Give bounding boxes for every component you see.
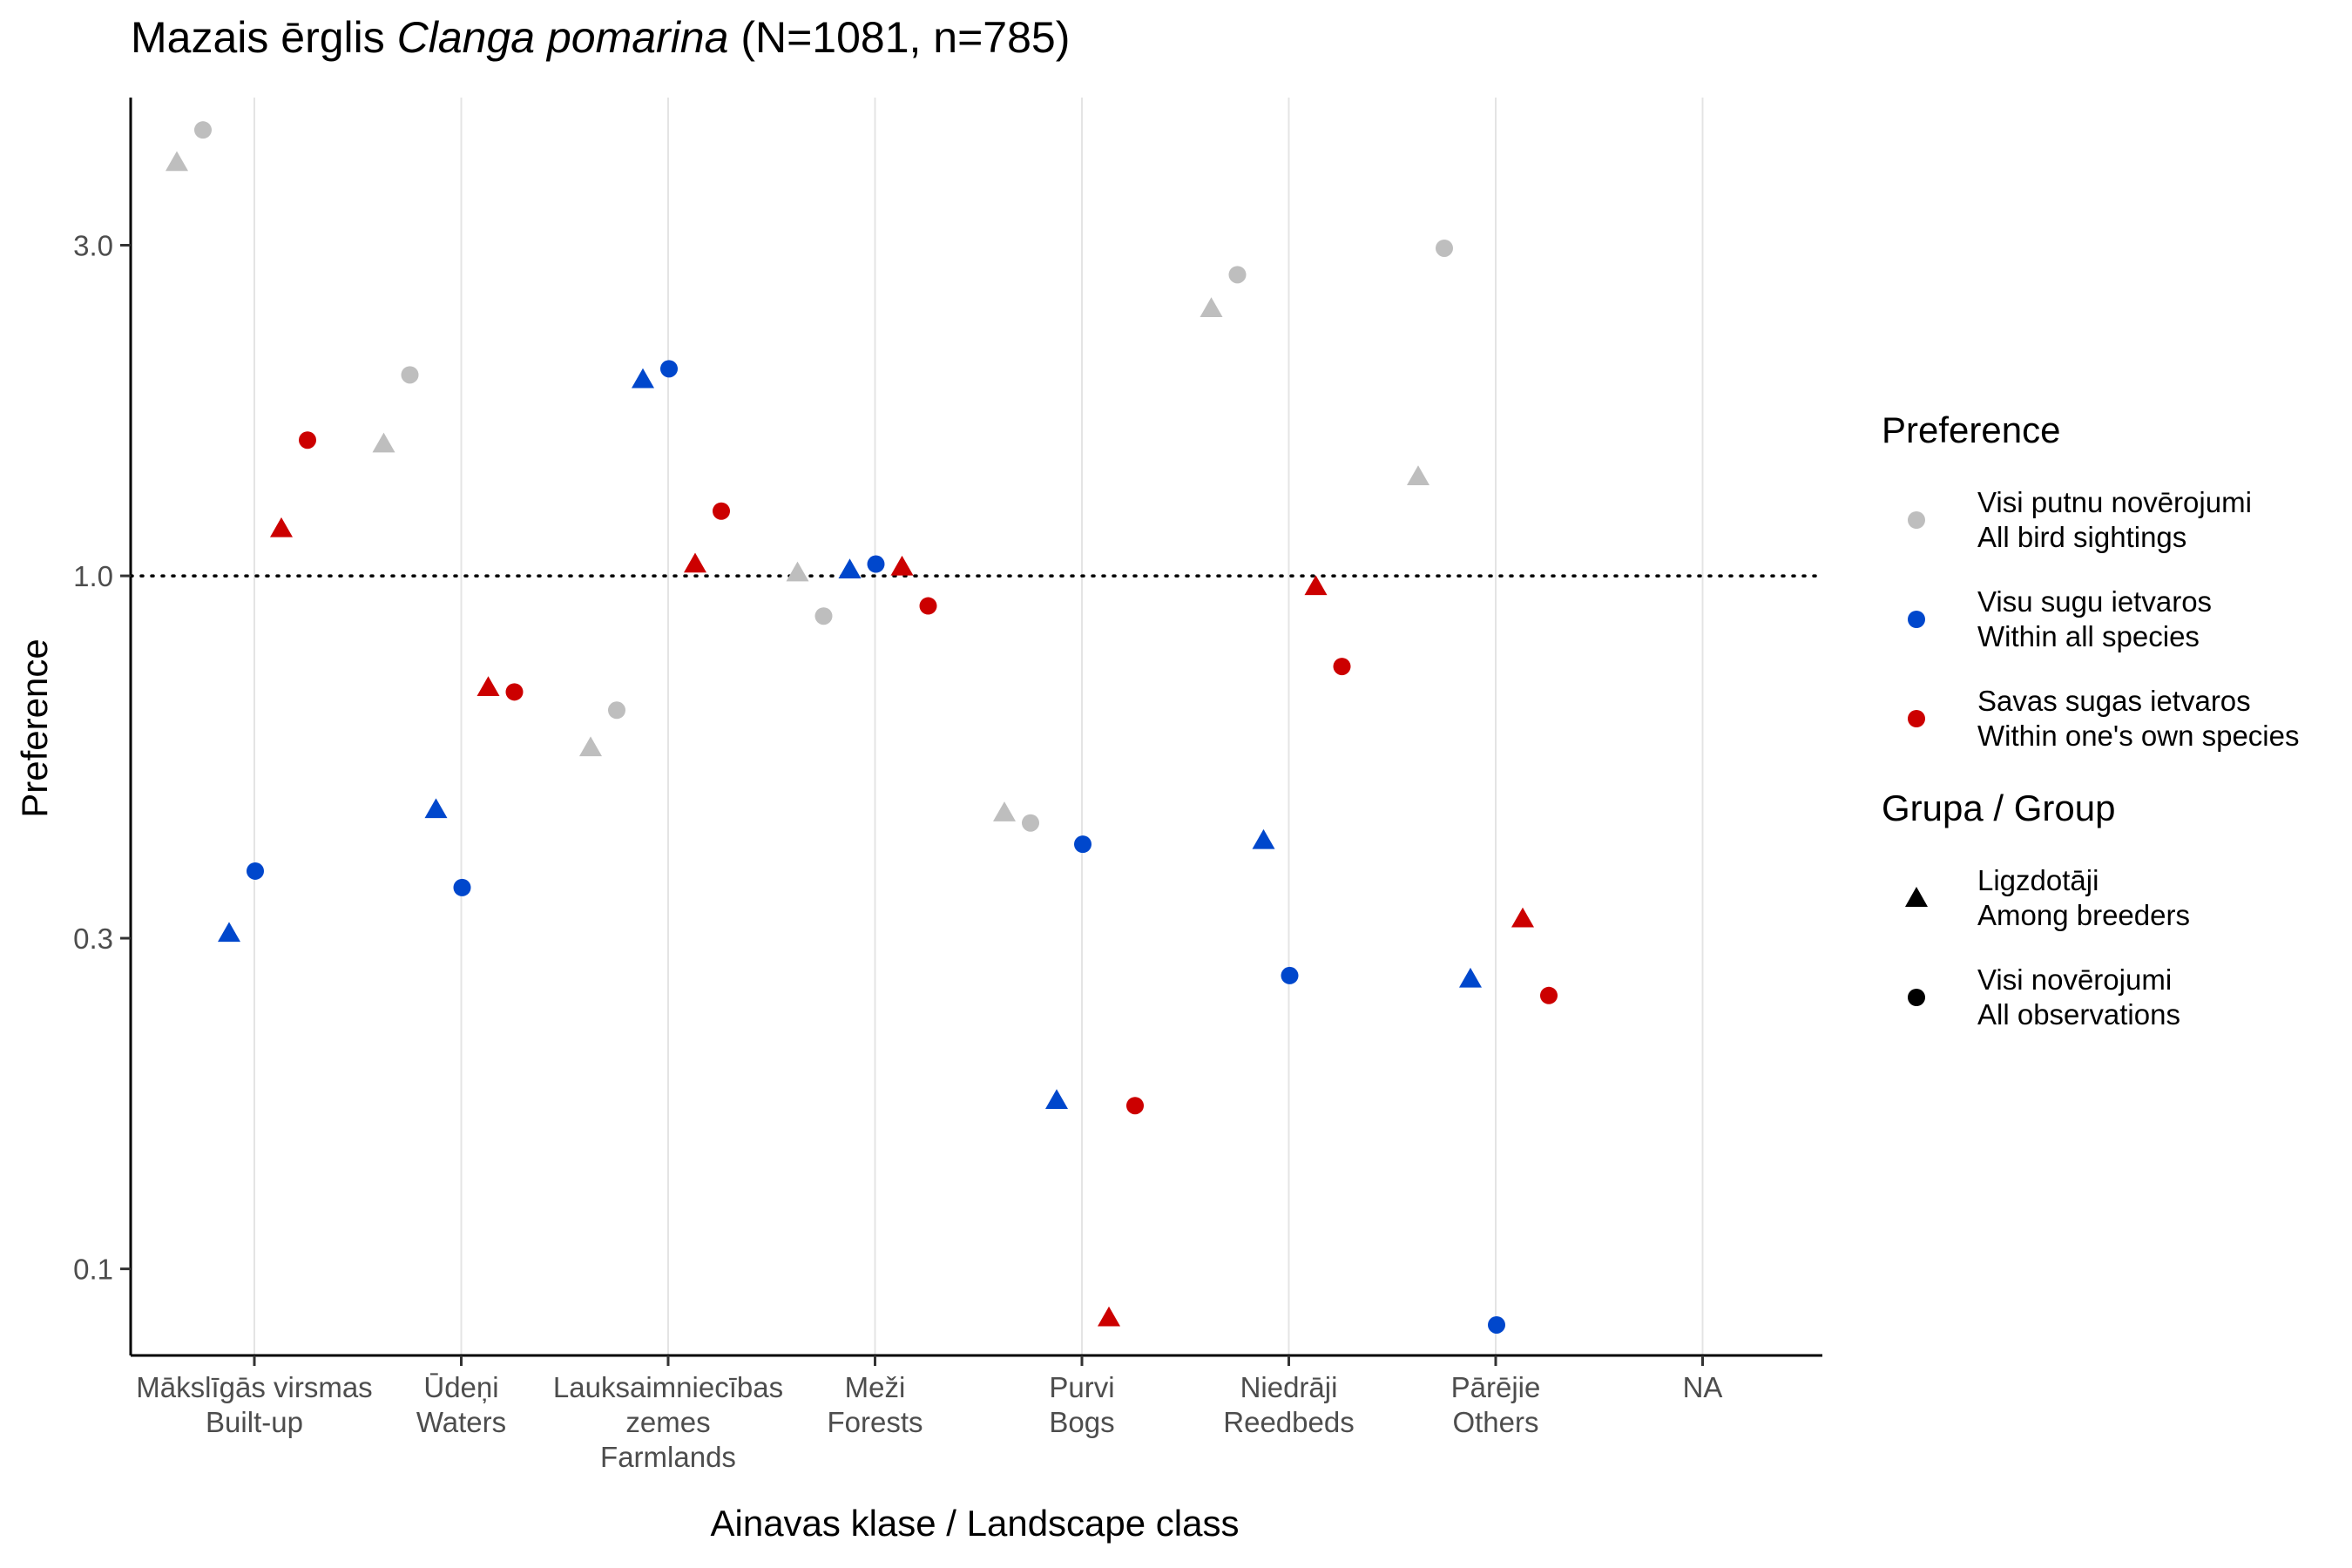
point-triangle-within_own_species <box>1098 1306 1120 1327</box>
point-triangle-within_all_species <box>1459 967 1482 988</box>
point-circle-within_own_species <box>919 597 937 615</box>
chart-title: Mazais ērglis Clanga pomarina (N=1081, n… <box>131 13 1071 62</box>
point-triangle-within_own_species <box>270 517 293 537</box>
x-tick-label: Lauksaimniecības zemes Farmlands <box>553 1371 783 1473</box>
x-axis-ticks: Mākslīgās virsmas Built-up Ūdeņi Waters Lauk… <box>136 1355 1722 1473</box>
point-triangle-all_bird_sightings <box>1407 465 1429 486</box>
point-triangle-within_all_species <box>218 922 240 943</box>
point-circle-within_all_species <box>453 878 471 896</box>
point-circle-within_own_species <box>1540 986 1558 1004</box>
legend-preference-items: Visi putnu novērojumi All bird sightings V… <box>1882 470 2335 768</box>
x-tick-label-line: Forests <box>827 1406 923 1438</box>
point-circle-all_bird_sightings <box>1022 814 1039 832</box>
x-tick-label-line: Built-up <box>206 1406 303 1438</box>
point-triangle-all_bird_sightings <box>1200 297 1223 318</box>
legend-item-breeders-key <box>1882 863 1951 933</box>
point-triangle-all_bird_sightings <box>579 736 602 757</box>
x-tick-label: Purvi Bogs <box>1049 1371 1114 1438</box>
point-circle-all_bird_sightings <box>1436 239 1453 257</box>
x-tick-label: Ūdeņi Waters <box>416 1371 506 1438</box>
legend-item-breeders: Ligzdotāji Among breeders <box>1882 848 2335 948</box>
x-axis-title: Ainavas klase / Landscape class <box>710 1503 1240 1544</box>
y-tick-label: 1.0 <box>73 560 113 592</box>
point-triangle-all_bird_sightings <box>786 561 809 582</box>
point-circle-all_bird_sightings <box>1228 266 1247 284</box>
x-tick-label-line: Bogs <box>1049 1406 1114 1438</box>
x-tick-label-line: Ūdeņi <box>423 1371 498 1403</box>
point-triangle-all_bird_sightings <box>993 801 1016 821</box>
legend: Preference Visi putnu novērojumi All bird… <box>1882 409 2335 1047</box>
legend-item-breeders-label: Ligzdotāji Among breeders <box>1977 864 2190 931</box>
point-circle-within_all_species <box>247 862 264 880</box>
x-tick-label-line: Waters <box>416 1406 506 1438</box>
legend-item-all_observations-label: Visi novērojumi All observations <box>1977 963 2180 1031</box>
legend-item-all_bird_sightings-label: Visi putnu novērojumi All bird sightings <box>1977 486 2252 553</box>
y-tick-label: 0.1 <box>73 1254 113 1286</box>
point-triangle-within_own_species <box>1511 907 1534 928</box>
legend-item-within_own_species-label: Savas sugas ietvaros Within one's own spe… <box>1977 685 2300 752</box>
x-tick-label-line: NA <box>1683 1371 1723 1403</box>
legend-item-all_observations-key <box>1882 963 1951 1032</box>
legend-item-within_all_species: Visu sugu ietvaros Within all species <box>1882 570 2335 669</box>
point-triangle-within_all_species <box>1252 828 1275 849</box>
point-circle-within_own_species <box>713 502 730 520</box>
point-triangle-within_own_species <box>1304 575 1328 596</box>
point-circle-all_bird_sightings <box>401 366 419 384</box>
point-circle-within_own_species <box>1126 1097 1144 1115</box>
x-tick-label-line: Reedbeds <box>1223 1406 1354 1438</box>
y-tick-label: 0.3 <box>73 923 113 955</box>
x-tick-label-line: Farmlands <box>600 1441 736 1473</box>
point-circle-within_all_species <box>867 555 885 573</box>
x-tick-label: Meži Forests <box>827 1371 923 1438</box>
chart-grid <box>253 98 1704 1355</box>
point-triangle-within_all_species <box>424 798 448 819</box>
x-tick-label-line: Purvi <box>1049 1371 1114 1403</box>
point-circle-all_bird_sightings <box>608 701 625 720</box>
x-tick-label-line: Niedrāji <box>1240 1371 1338 1403</box>
x-tick-label: Mākslīgās virsmas Built-up <box>136 1371 372 1438</box>
legend-item-within_all_species-key <box>1882 585 1951 654</box>
x-tick-label: Niedrāji Reedbeds <box>1223 1371 1354 1438</box>
y-axis-ticks: 0.1 0.3 1.0 3.0 <box>73 230 131 1286</box>
point-circle-within_all_species <box>1074 835 1092 854</box>
legend-item-all_observations: Visi novērojumi All observations <box>1882 948 2335 1047</box>
legend-title-preference: Preference <box>1882 409 2061 450</box>
point-triangle-within_all_species <box>1045 1089 1068 1110</box>
legend-group-items: Ligzdotāji Among breeders Visi novērojumi A… <box>1882 848 2335 1047</box>
point-circle-all_bird_sightings <box>814 607 833 625</box>
point-circle-all_bird_sightings <box>194 121 212 139</box>
x-tick-label-line: Pārējie <box>1451 1371 1541 1403</box>
point-circle-within_all_species <box>1281 966 1299 984</box>
point-triangle-all_bird_sightings <box>166 151 188 172</box>
y-tick-label: 3.0 <box>73 230 113 262</box>
point-triangle-within_all_species <box>632 368 654 389</box>
point-triangle-within_all_species <box>838 558 862 578</box>
x-tick-label-line: Lauksaimniecības <box>553 1371 783 1403</box>
x-tick-label-line: zemes <box>625 1406 710 1438</box>
x-tick-label-line: Mākslīgās virsmas <box>136 1371 372 1403</box>
point-circle-within_own_species <box>505 683 524 701</box>
legend-item-within_own_species: Savas sugas ietvaros Within one's own spe… <box>1882 669 2335 768</box>
legend-item-all_bird_sightings: Visi putnu novērojumi All bird sightings <box>1882 470 2335 570</box>
point-triangle-within_own_species <box>476 676 500 697</box>
x-tick-label-line: Others <box>1452 1406 1538 1438</box>
legend-item-within_own_species-key <box>1882 684 1951 754</box>
point-circle-within_own_species <box>1333 658 1351 676</box>
legend-item-all_bird_sightings-key <box>1882 485 1951 555</box>
point-circle-within_own_species <box>299 431 316 449</box>
point-triangle-all_bird_sightings <box>372 432 395 453</box>
point-triangle-within_own_species <box>890 555 914 576</box>
x-tick-label: Pārējie Others <box>1451 1371 1541 1438</box>
x-tick-label-line: Meži <box>845 1371 906 1403</box>
point-circle-within_all_species <box>1488 1315 1505 1334</box>
data-points <box>166 121 1558 1334</box>
y-axis-title: Preference <box>14 639 55 818</box>
point-triangle-within_own_species <box>684 552 706 573</box>
x-tick-label: NA <box>1683 1371 1723 1403</box>
legend-item-within_all_species-label: Visu sugu ietvaros Within all species <box>1977 585 2213 652</box>
legend-title-group: Grupa / Group <box>1882 787 2116 828</box>
point-circle-within_all_species <box>660 360 678 378</box>
